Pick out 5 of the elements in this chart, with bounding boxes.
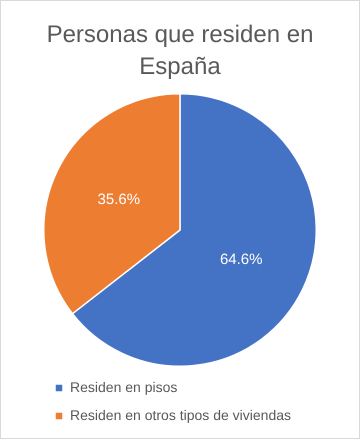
chart-title: Personas que residen en España <box>46 20 314 82</box>
data-label: 64.6% <box>220 251 262 268</box>
legend-label: Residen en otros tipos de viviendas <box>70 406 292 423</box>
data-label: 35.6% <box>98 191 140 208</box>
legend-label: Residen en pisos <box>70 378 178 395</box>
